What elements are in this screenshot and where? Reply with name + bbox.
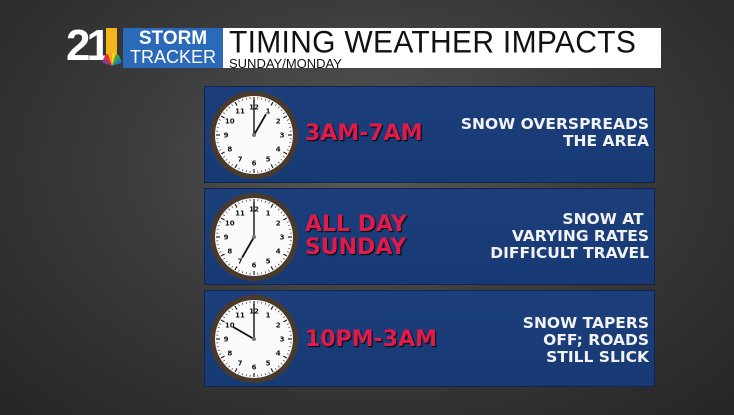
svg-text:2: 2 [276,322,281,330]
clock-icon: 123456789101112 [210,295,298,383]
svg-text:5: 5 [266,156,271,164]
svg-text:8: 8 [227,248,232,256]
svg-text:1: 1 [266,311,271,319]
svg-text:9: 9 [224,234,229,242]
time-range: ALL DAY SUNDAY [305,212,407,260]
logo-line1: STORM [138,28,208,49]
impact-description: SNOW AT VARYING RATES DIFFICULT TRAVEL [490,210,649,262]
svg-text:7: 7 [238,258,243,266]
svg-text:1: 1 [266,209,271,217]
storm-tracker-badge: STORM TRACKER [123,28,223,68]
svg-text:11: 11 [235,107,245,115]
peacock-icon [102,52,122,66]
svg-text:2: 2 [276,118,281,126]
impact-panel-2: 123456789101112 ALL DAY SUNDAY SNOW AT V… [204,188,655,285]
svg-text:8: 8 [227,146,232,154]
svg-text:10: 10 [225,118,235,126]
svg-text:11: 11 [235,209,245,217]
svg-text:4: 4 [276,350,281,358]
impact-description: SNOW OVERSPREADS THE AREA [460,115,649,150]
svg-text:4: 4 [276,146,281,154]
logo-line2: TRACKER [129,47,216,67]
page-subtitle: SUNDAY/MONDAY [229,56,342,71]
svg-text:10: 10 [225,322,235,330]
svg-text:3: 3 [280,336,285,344]
svg-text:3: 3 [280,132,285,140]
svg-text:1: 1 [266,107,271,115]
svg-text:2: 2 [276,220,281,228]
svg-text:11: 11 [235,311,245,319]
svg-text:3: 3 [280,234,285,242]
clock-icon: 123456789101112 [210,91,298,179]
time-range: 10PM-3AM [305,327,437,352]
time-range: 3AM-7AM [305,121,423,146]
svg-text:8: 8 [227,350,232,358]
title-bar: TIMING WEATHER IMPACTS SUNDAY/MONDAY [223,25,661,71]
svg-text:6: 6 [252,262,257,270]
impact-panel-3: 123456789101112 10PM-3AM SNOW TAPERS OFF… [204,290,655,387]
svg-text:7: 7 [238,360,243,368]
svg-text:9: 9 [224,336,229,344]
svg-text:6: 6 [252,364,257,372]
svg-text:9: 9 [224,132,229,140]
svg-text:10: 10 [225,220,235,228]
svg-text:7: 7 [238,156,243,164]
impact-description: SNOW TAPERS OFF; ROADS STILL SLICK [522,314,649,366]
svg-text:5: 5 [266,360,271,368]
hour-hand [253,113,267,136]
logo-yellow-bar [106,28,117,56]
svg-text:4: 4 [276,248,281,256]
hour-hand [241,236,255,259]
svg-text:5: 5 [266,258,271,266]
page-title: TIMING WEATHER IMPACTS [229,25,637,60]
clock-icon: 123456789101112 [210,193,298,281]
hour-hand [232,326,255,340]
logo-number: 21 [66,21,111,70]
impact-panel-1: 123456789101112 3AM-7AM SNOW OVERSPREADS… [204,86,655,183]
svg-text:6: 6 [252,160,257,168]
